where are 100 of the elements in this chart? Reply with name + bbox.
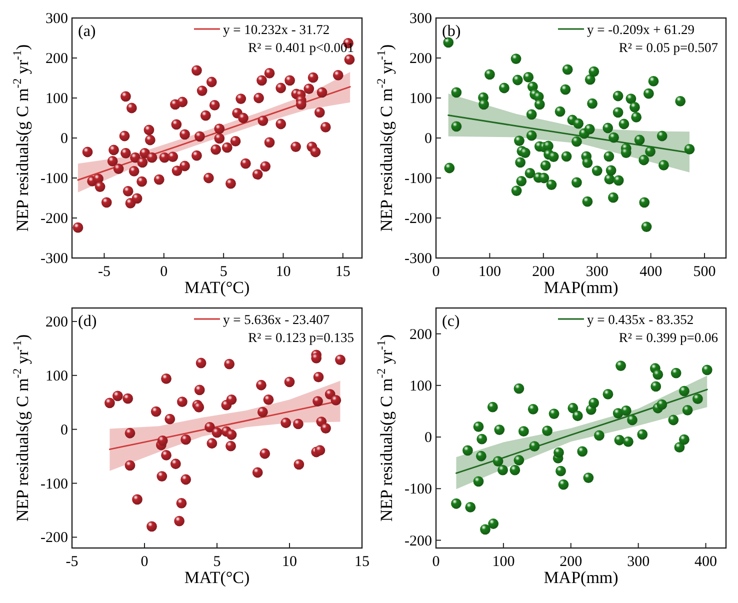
point	[226, 430, 237, 440]
annotation: R² = 0.399 p=0.06	[618, 330, 718, 345]
point	[313, 372, 324, 382]
point	[146, 521, 157, 532]
y-tick-label: 0	[424, 131, 432, 147]
point	[257, 406, 268, 418]
y-tick-label: 100	[46, 91, 68, 107]
point	[594, 430, 604, 441]
point	[124, 460, 136, 471]
x-tick-label: -5	[66, 554, 78, 570]
point	[204, 422, 215, 432]
point	[280, 418, 292, 428]
point	[451, 498, 462, 509]
point	[572, 410, 583, 422]
point	[164, 414, 176, 424]
point	[577, 446, 588, 457]
point	[656, 399, 668, 410]
point	[224, 358, 235, 370]
point	[498, 464, 508, 476]
y-tick-label: -100	[40, 171, 68, 187]
point	[627, 414, 638, 426]
point	[473, 476, 484, 487]
point	[335, 354, 346, 365]
point	[263, 394, 274, 405]
x-tick-label: 100	[478, 264, 501, 280]
x-tick-label: 5	[220, 264, 228, 280]
x-tick-label: 500	[693, 264, 716, 280]
point	[473, 422, 484, 432]
x-tick-label: 15	[354, 554, 370, 570]
point	[494, 424, 505, 436]
point	[124, 428, 136, 438]
point	[514, 455, 524, 466]
x-tick-label: 300	[627, 554, 650, 570]
point	[252, 467, 263, 478]
y-tick-label: 100	[46, 368, 68, 384]
annotation: (a)	[78, 23, 96, 40]
point	[177, 396, 188, 408]
y-tick-label: -300	[40, 251, 68, 267]
point	[176, 498, 187, 508]
point	[487, 402, 498, 412]
legend-label: y = -0.209x + 61.29	[587, 22, 695, 37]
point	[330, 395, 342, 406]
point	[465, 502, 476, 512]
point	[226, 440, 236, 452]
point	[157, 435, 168, 446]
point	[492, 456, 504, 466]
point	[311, 352, 322, 364]
point	[320, 423, 331, 434]
point	[104, 398, 115, 408]
x-tick-label: 0	[140, 554, 148, 570]
point	[678, 434, 690, 445]
x-tick-label: 0	[160, 264, 168, 280]
point	[174, 516, 184, 526]
y-tick-label: -200	[404, 211, 432, 227]
point	[528, 404, 538, 414]
point	[226, 394, 237, 405]
annotation: R² = 0.123 p=0.135	[248, 330, 354, 345]
y-tick-label: 100	[410, 378, 432, 394]
line-series	[455, 388, 708, 474]
point	[180, 434, 192, 445]
legend-label: y = 0.435x - 83.352	[587, 312, 694, 327]
point	[620, 406, 632, 416]
y-tick-label: 200	[410, 51, 432, 67]
y-tick-label: -200	[404, 533, 432, 550]
x-tick-label: 200	[560, 554, 582, 570]
point	[294, 459, 304, 470]
y-tick-label: -100	[404, 482, 432, 498]
point	[122, 393, 134, 404]
y-tick-label: 200	[410, 326, 432, 343]
x-tick-label: 15	[335, 264, 350, 280]
point	[554, 447, 564, 458]
point	[548, 408, 560, 420]
point	[682, 404, 693, 416]
y-tick-label: 300	[410, 11, 432, 27]
point	[260, 448, 270, 459]
point	[650, 381, 662, 392]
y-tick-label: 200	[46, 51, 68, 67]
point	[284, 376, 295, 388]
y-tick-label: 200	[46, 314, 68, 330]
point	[670, 368, 682, 378]
point	[678, 386, 690, 396]
point	[156, 471, 168, 482]
x-tick-label: 10	[282, 554, 297, 570]
x-axis-title: MAT(°C)	[184, 568, 250, 587]
point	[529, 441, 540, 452]
point	[180, 474, 192, 485]
x-axis-title: MAP(mm)	[544, 278, 618, 297]
point	[314, 445, 326, 456]
y-tick-label: 0	[60, 422, 68, 438]
point	[112, 390, 123, 402]
y-tick-label: -200	[40, 530, 68, 546]
annotation: R² = 0.401 p<0.001	[248, 40, 354, 55]
point	[256, 380, 266, 390]
point	[194, 402, 204, 412]
x-tick-label: 400	[640, 264, 662, 280]
x-tick-label: -5	[98, 264, 110, 280]
point	[150, 406, 162, 417]
point	[583, 472, 594, 484]
y-tick-label: 100	[410, 91, 432, 107]
x-tick-label: 400	[694, 554, 718, 570]
